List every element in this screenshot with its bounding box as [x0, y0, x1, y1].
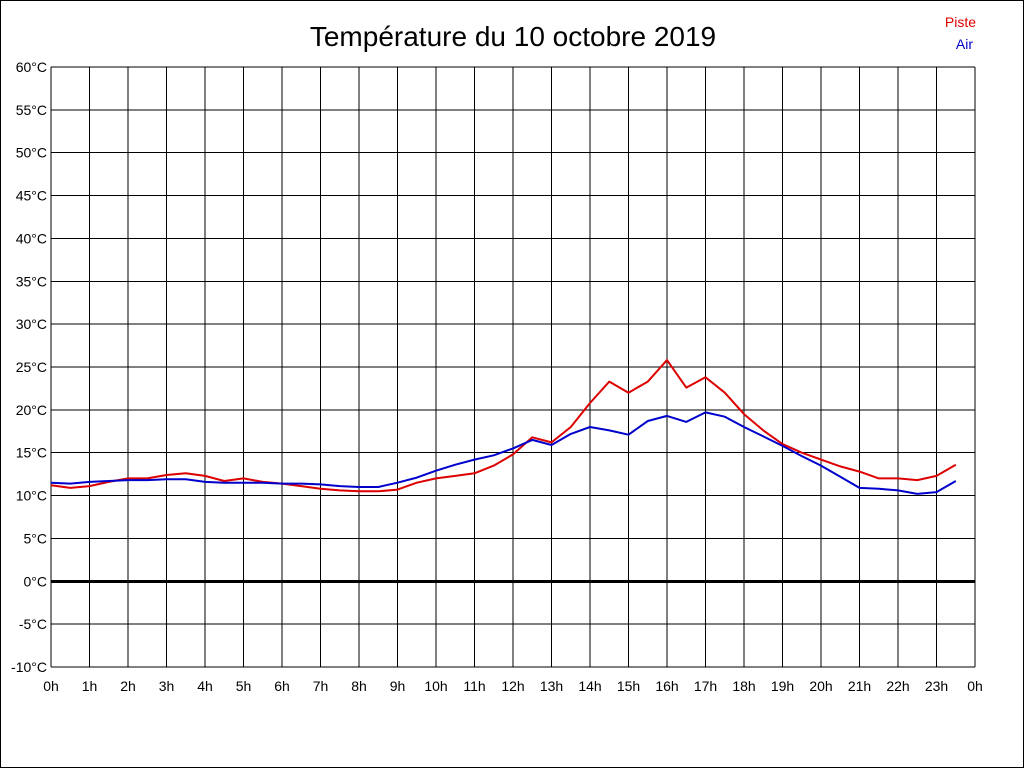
x-tick-label: 5h: [236, 678, 252, 694]
series-lines: [50, 359, 957, 495]
x-tick-label: 3h: [159, 678, 175, 694]
y-tick-label: 25°C: [16, 359, 47, 375]
x-tick-label: 18h: [732, 678, 755, 694]
x-tick-label: 22h: [886, 678, 909, 694]
y-tick-label: 0°C: [24, 573, 48, 589]
x-tick-label: 14h: [578, 678, 601, 694]
y-tick-label: 35°C: [16, 273, 47, 289]
y-tick-label: -5°C: [19, 616, 47, 632]
x-tick-label: 19h: [771, 678, 794, 694]
series-line-air: [50, 411, 957, 495]
y-tick-label: 55°C: [16, 102, 47, 118]
x-tick-label: 20h: [809, 678, 832, 694]
x-tick-label: 17h: [694, 678, 717, 694]
y-tick-label: 20°C: [16, 402, 47, 418]
grid: [50, 66, 976, 668]
x-axis-ticks: 0h 1h 2h 3h 4h 5h 6h 7h 8h 9h 10h 11h 12h 13h 14h 15h 16…: [43, 678, 983, 694]
x-tick-label: 16h: [655, 678, 678, 694]
series-line-piste: [50, 359, 957, 493]
x-tick-label: 9h: [390, 678, 406, 694]
x-tick-label: 4h: [197, 678, 213, 694]
x-tick-label: 1h: [82, 678, 98, 694]
y-tick-label: 60°C: [16, 59, 47, 75]
y-tick-label: 15°C: [16, 445, 47, 461]
x-tick-label: 11h: [463, 678, 485, 694]
y-tick-label: 5°C: [24, 530, 48, 546]
x-tick-label: 21h: [848, 678, 871, 694]
y-tick-label: 40°C: [16, 230, 47, 246]
legend-entry-piste: Piste: [945, 14, 976, 30]
x-tick-label: 10h: [424, 678, 447, 694]
x-tick-label: 8h: [351, 678, 367, 694]
y-tick-label: 45°C: [16, 188, 47, 204]
y-tick-label: 30°C: [16, 316, 47, 332]
y-tick-label: 10°C: [16, 488, 47, 504]
x-tick-label: 23h: [925, 678, 948, 694]
x-tick-label: 0h: [43, 678, 59, 694]
x-tick-label: 6h: [274, 678, 290, 694]
y-tick-label: 50°C: [16, 145, 47, 161]
chart-title: Température du 10 octobre 2019: [310, 21, 716, 52]
x-tick-label: 0h: [967, 678, 983, 694]
x-tick-label: 15h: [617, 678, 640, 694]
legend-entry-air: Air: [956, 36, 973, 52]
x-tick-label: 2h: [120, 678, 136, 694]
y-tick-label: -10°C: [11, 659, 47, 675]
x-tick-label: 12h: [501, 678, 524, 694]
x-tick-label: 7h: [313, 678, 329, 694]
y-axis-ticks: -10°C -5°C 0°C 5°C 10°C 15°C 20°C 25°C 30°C 35°C 4…: [11, 59, 47, 675]
x-tick-label: 13h: [540, 678, 563, 694]
